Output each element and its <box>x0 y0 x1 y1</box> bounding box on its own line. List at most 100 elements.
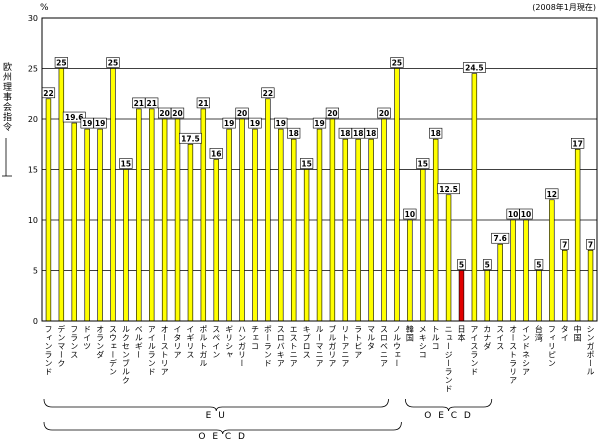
x-tick-label: ベルギー <box>134 325 143 359</box>
bar <box>549 199 555 322</box>
value-label: 15 <box>418 160 428 169</box>
value-label: 20 <box>172 109 182 118</box>
y-tick-label: 0 <box>33 317 38 326</box>
x-tick-label: トルコ <box>431 325 440 351</box>
value-label-box <box>491 232 510 244</box>
y-tick-label: 20 <box>28 115 38 124</box>
value-label-box <box>560 239 570 250</box>
bar <box>510 219 516 322</box>
group-bracket <box>43 421 402 435</box>
bar <box>355 138 361 322</box>
bar <box>342 138 349 322</box>
group-bracket <box>404 398 493 412</box>
value-label: 20 <box>159 109 169 118</box>
value-label-box <box>119 158 133 169</box>
x-tick-label: カナダ <box>483 325 492 351</box>
value-label: 15 <box>121 160 131 169</box>
value-label-box <box>274 117 288 129</box>
x-tick-label: リトアニア <box>341 325 350 368</box>
value-label: 12 <box>547 190 557 199</box>
x-tick-labels: フィンランド デンマーク フランス ドイツ オランダ スウェーデン ルクセンブルク ベルギーア… <box>44 324 595 393</box>
value-label-box <box>545 188 559 200</box>
value-label: 17 <box>572 139 582 148</box>
bar <box>161 118 168 322</box>
y-tick-label: 30 <box>28 14 38 23</box>
plot-frame <box>41 17 598 322</box>
y-tick-label: 5 <box>33 267 38 276</box>
x-tick-label: ニュージーランド <box>444 325 453 393</box>
group-label: O E C D <box>198 432 247 442</box>
value-label-box <box>261 87 275 99</box>
value-label: 19 <box>314 119 324 128</box>
value-label-box <box>145 97 159 109</box>
value-label: 18 <box>353 129 363 138</box>
x-tick-label: イタリア <box>173 325 182 359</box>
value-label-box <box>519 208 533 220</box>
value-label: 12.5 <box>439 185 458 194</box>
x-tick-label: スイス <box>496 325 505 351</box>
x-tick-label: アイルランド <box>147 325 156 376</box>
bar <box>265 98 271 322</box>
y-tick-label: 10 <box>28 216 38 225</box>
x-tick-label: ギリシャ <box>225 325 234 359</box>
value-label: 16 <box>211 149 221 158</box>
x-tick-label: スウェーデン <box>108 325 117 376</box>
bar <box>149 108 155 322</box>
value-label-box <box>299 158 314 169</box>
y-tick-labels: 0 5 10 15 20 25 30 <box>28 14 38 326</box>
bar <box>432 138 439 322</box>
value-label: 22 <box>263 89 273 98</box>
value-label: 7.6 <box>494 234 507 243</box>
x-tick-label: デンマーク <box>57 324 66 367</box>
bar <box>58 68 65 322</box>
value-label-box <box>80 117 94 129</box>
bar <box>136 108 142 322</box>
x-tick-label: ポルトガル <box>199 325 208 368</box>
value-label: 25 <box>392 59 402 68</box>
x-tick-label: イギリス <box>186 325 195 359</box>
bar <box>110 68 116 322</box>
value-label-box <box>571 138 585 149</box>
bar <box>252 128 258 322</box>
bar <box>187 143 194 322</box>
bar <box>71 122 77 322</box>
bar <box>97 128 103 322</box>
x-tick-label: インドネシア <box>522 325 531 376</box>
bar <box>123 169 129 322</box>
value-label-box <box>403 208 417 220</box>
bar <box>407 219 413 322</box>
bar <box>303 169 310 322</box>
value-label: 21 <box>146 99 156 108</box>
value-label: 17.5 <box>181 134 200 143</box>
x-tick-label: スペイン <box>212 325 221 359</box>
x-tick-label: スロベニア <box>380 325 389 368</box>
x-tick-label: ドイツ <box>83 325 92 351</box>
value-label-box <box>534 259 544 270</box>
bar <box>174 118 181 322</box>
x-tick-label: 日本 <box>457 325 466 343</box>
y-axis-unit-label: % <box>40 3 49 13</box>
value-label: 20 <box>237 109 247 118</box>
value-label: 22 <box>43 89 53 98</box>
value-label-box <box>377 107 391 119</box>
bar <box>445 194 452 322</box>
x-tick-label: フィリピン <box>547 325 556 368</box>
value-label-box <box>287 127 301 139</box>
x-tick-label: オーストリア <box>160 325 169 376</box>
value-label-box <box>170 107 185 119</box>
value-label-box <box>235 107 249 119</box>
value-label: 7 <box>562 240 567 249</box>
value-label: 5 <box>485 261 490 270</box>
value-label: 18 <box>366 129 376 138</box>
x-tick-label: ポーランド <box>263 325 272 368</box>
bar <box>239 118 245 322</box>
bar <box>497 243 503 322</box>
x-tick-label: ラトビア <box>354 325 363 359</box>
value-label: 19 <box>224 119 234 128</box>
value-label-box <box>196 97 210 109</box>
bar <box>394 68 400 322</box>
group-bracket <box>43 398 389 412</box>
bar <box>381 118 387 322</box>
